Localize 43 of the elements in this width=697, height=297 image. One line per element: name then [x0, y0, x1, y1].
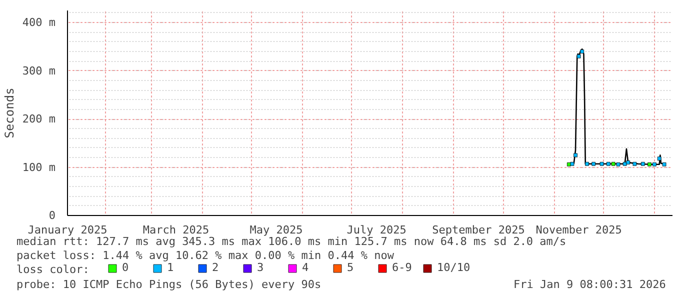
- point: [662, 162, 666, 166]
- x-tick-label: November 2025: [536, 224, 622, 236]
- legend-label: 1: [167, 261, 175, 274]
- x-tick-label: May 2025: [250, 224, 303, 236]
- y-tick-label: 100 m: [22, 160, 56, 174]
- y-tick-label: 200 m: [22, 112, 56, 126]
- legend-label: 3: [257, 261, 265, 274]
- y-tick-label: 400 m: [22, 16, 56, 30]
- x-tick-label: January 2025: [28, 224, 108, 236]
- point: [585, 162, 589, 166]
- point: [570, 162, 574, 166]
- point: [576, 54, 581, 58]
- x-tick-label: March 2025: [142, 224, 210, 236]
- point: [622, 162, 627, 166]
- point: [606, 162, 610, 166]
- point: [616, 162, 620, 166]
- point: [652, 162, 656, 166]
- text: probe: 10 ICMP Echo Pings (56 Bytes) every 90s: [16, 278, 322, 291]
- point: [648, 162, 652, 166]
- point: [657, 156, 662, 161]
- point: [580, 50, 584, 54]
- x-tick-label: September 2025: [432, 224, 525, 236]
- x-tick-label: July 2025: [346, 224, 406, 236]
- point: [611, 162, 616, 166]
- legend-label: 2: [212, 261, 220, 274]
- point: [632, 162, 637, 166]
- text: loss color:: [16, 263, 90, 276]
- point: [600, 162, 604, 166]
- y-axis-title: Seconds: [2, 88, 16, 138]
- legend-label: 10/10: [437, 261, 470, 274]
- legend-label: 5: [347, 261, 355, 274]
- y-tick-label: 300 m: [22, 64, 56, 78]
- text: Fri Jan 9 08:00:31 2026: [514, 278, 666, 291]
- point: [574, 153, 578, 158]
- legend-label: 6-9: [392, 261, 412, 274]
- point: [592, 162, 596, 166]
- text: median rtt: 127.7 ms avg 345.3 ms max 106.0 ms min 125.7 ms now 64.8 ms sd 2.0 am/s: [16, 235, 566, 248]
- legend-label: 4: [302, 261, 310, 274]
- point: [626, 160, 630, 164]
- point: [640, 162, 645, 166]
- text: packet loss: 1.44 % avg 10.62 % max 0.00 % min 0.44 % now: [16, 249, 394, 262]
- y-tick-label: 0: [48, 209, 56, 222]
- legend-label: 0: [122, 261, 130, 274]
